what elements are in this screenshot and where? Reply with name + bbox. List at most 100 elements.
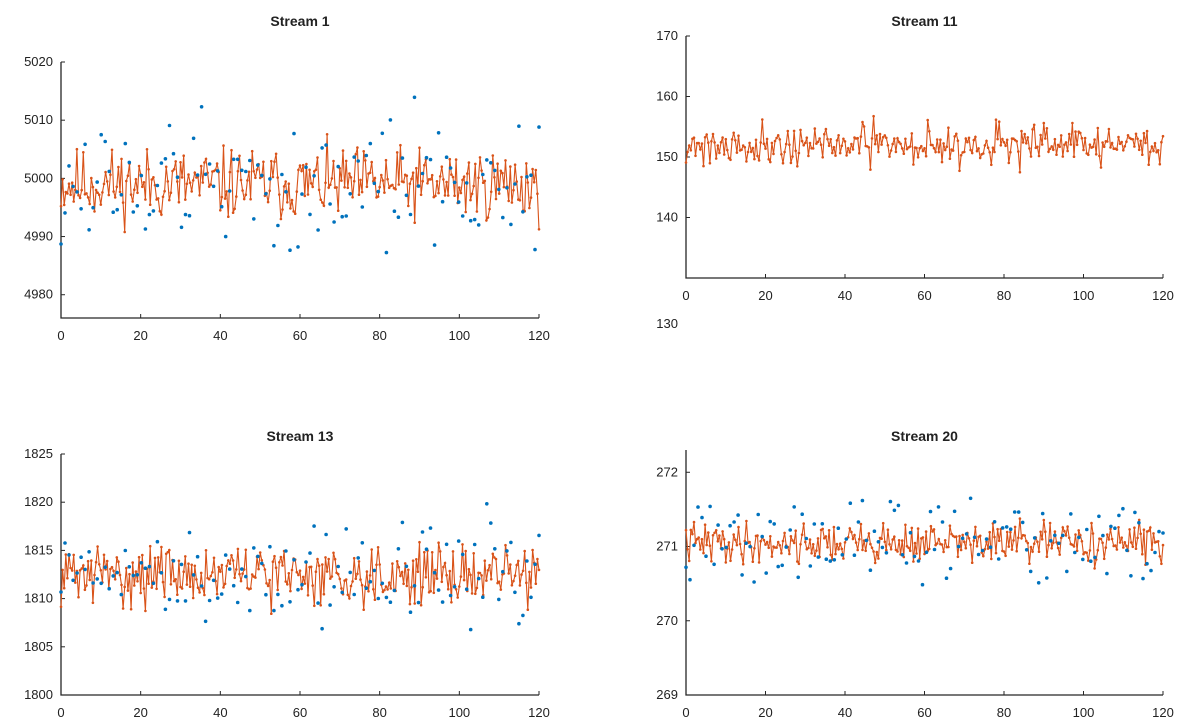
- series-marker: [1017, 150, 1020, 153]
- scatter-point: [376, 596, 381, 601]
- series-marker: [153, 556, 157, 560]
- series-marker: [869, 168, 872, 171]
- series-marker: [1137, 148, 1141, 152]
- series-marker: [367, 590, 370, 593]
- series-marker: [438, 550, 442, 553]
- series-marker: [959, 154, 963, 157]
- series-marker: [870, 137, 874, 140]
- series-marker: [430, 173, 434, 177]
- series-marker: [233, 576, 236, 580]
- scatter-point: [912, 554, 917, 559]
- series-marker: [359, 178, 362, 182]
- series-marker: [453, 194, 456, 197]
- scatter-point: [952, 509, 957, 514]
- series-marker: [505, 554, 509, 557]
- series-marker: [1150, 145, 1154, 148]
- series-marker: [1091, 145, 1095, 149]
- series-marker: [62, 586, 66, 590]
- scatter-point: [372, 181, 377, 186]
- scatter-point: [211, 184, 216, 189]
- scatter-point: [203, 172, 208, 177]
- series-marker: [990, 163, 993, 167]
- series-marker: [877, 150, 880, 154]
- scatter-point: [276, 223, 280, 228]
- series-marker: [786, 129, 790, 133]
- series-marker: [362, 608, 366, 611]
- series-marker: [112, 190, 115, 193]
- series-marker: [351, 196, 354, 199]
- scatter-point: [219, 592, 224, 596]
- scatter-point: [501, 569, 505, 574]
- series-marker: [1161, 134, 1165, 138]
- series-marker: [1032, 123, 1036, 127]
- scatter-point: [868, 568, 873, 572]
- series-marker: [228, 562, 232, 565]
- series-marker: [893, 535, 896, 538]
- scatter-point: [63, 211, 67, 215]
- series-marker: [123, 230, 126, 234]
- series-marker: [497, 192, 501, 195]
- series-marker: [924, 530, 928, 533]
- scatter-point: [240, 168, 244, 173]
- series-marker: [1106, 533, 1109, 536]
- scatter-point: [175, 175, 180, 179]
- series-marker: [708, 161, 712, 165]
- scatter-point: [312, 174, 316, 178]
- series-marker: [872, 114, 875, 118]
- scatter-point: [384, 250, 389, 255]
- series-marker: [120, 583, 123, 587]
- series-marker: [942, 550, 945, 554]
- series-marker: [1134, 547, 1138, 550]
- scatter-point: [248, 158, 252, 163]
- series-marker: [883, 540, 887, 544]
- series-marker: [346, 186, 350, 190]
- series-marker: [900, 147, 904, 150]
- series-marker: [966, 140, 969, 144]
- series-marker: [881, 521, 885, 525]
- series-marker: [770, 555, 774, 558]
- series-marker: [789, 535, 793, 538]
- series-marker: [943, 539, 947, 542]
- series-marker: [699, 148, 702, 151]
- series-marker: [792, 541, 796, 545]
- y-tick-label: 130: [656, 316, 678, 331]
- series-marker: [915, 552, 918, 555]
- scatter-point: [380, 581, 385, 586]
- series-marker: [469, 198, 472, 202]
- series-marker: [90, 559, 93, 562]
- scatter-point: [1040, 511, 1045, 516]
- series-marker: [201, 181, 205, 184]
- series-marker: [1050, 145, 1053, 148]
- series-marker: [859, 135, 863, 138]
- scatter-point: [533, 562, 537, 567]
- series-marker: [1075, 549, 1079, 553]
- series-marker: [1053, 137, 1057, 141]
- series-marker: [525, 162, 528, 165]
- series-marker: [352, 179, 356, 183]
- series-marker: [1074, 130, 1077, 133]
- series-marker: [963, 540, 966, 544]
- scatter-point: [1089, 559, 1093, 563]
- series-marker: [303, 194, 307, 198]
- series-marker: [507, 572, 511, 575]
- scatter-point: [956, 544, 961, 549]
- series-marker: [878, 132, 882, 136]
- series-marker: [293, 212, 297, 215]
- scatter-point: [207, 162, 212, 166]
- series-marker: [1074, 533, 1077, 536]
- series-marker: [824, 535, 828, 538]
- series-marker: [120, 157, 123, 161]
- scatter-point: [103, 565, 107, 569]
- x-tick-label: 80: [997, 288, 1011, 303]
- series-marker: [923, 147, 926, 150]
- series-marker: [1039, 530, 1042, 534]
- series-marker: [1088, 549, 1092, 552]
- series-marker: [1123, 145, 1127, 148]
- scatter-point: [1081, 557, 1085, 562]
- series-marker: [1096, 126, 1100, 130]
- series-marker: [893, 137, 896, 140]
- series-marker: [1020, 537, 1023, 540]
- series-marker: [133, 584, 136, 587]
- series-marker: [993, 150, 996, 154]
- series-marker: [832, 525, 836, 529]
